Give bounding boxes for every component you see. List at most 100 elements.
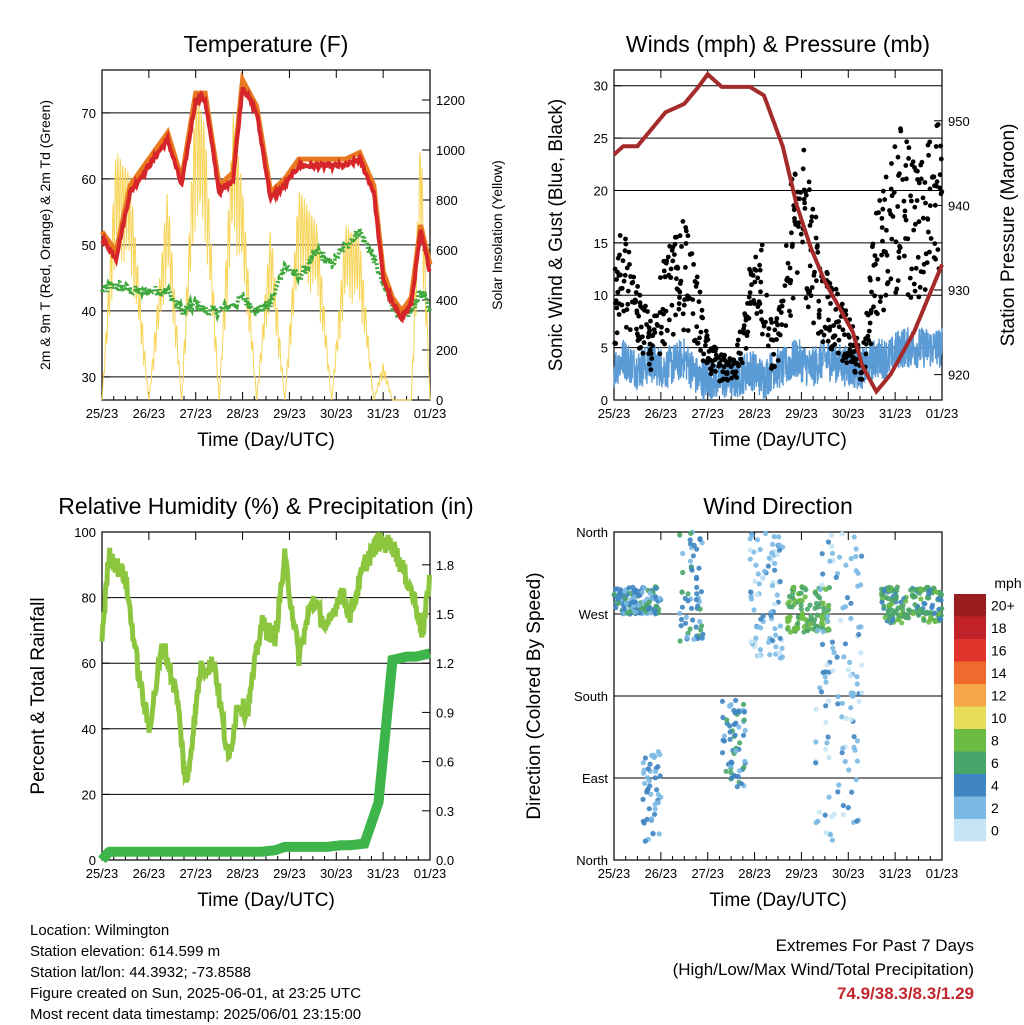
gust-point xyxy=(875,311,880,317)
direction-point xyxy=(912,602,918,608)
direction-point xyxy=(849,692,855,698)
gust-point xyxy=(757,301,763,307)
direction-point xyxy=(882,614,888,620)
direction-point xyxy=(698,627,704,633)
gust-point xyxy=(626,249,632,255)
gust-point xyxy=(902,213,908,219)
direction-point xyxy=(859,553,865,559)
winds-xtick-label: 26/23 xyxy=(645,406,678,421)
direction-point xyxy=(776,547,783,553)
direction-point xyxy=(654,787,660,793)
gust-point xyxy=(665,254,671,260)
gust-point xyxy=(672,252,677,257)
winds-ytick-label: 20 xyxy=(594,183,608,198)
direction-point xyxy=(921,617,927,624)
direction-point xyxy=(647,761,653,767)
direction-point xyxy=(687,626,693,632)
gust-point xyxy=(919,159,925,165)
direction-point xyxy=(789,604,795,610)
gust-point xyxy=(617,233,623,238)
direction-point xyxy=(642,838,648,844)
direction-point xyxy=(677,638,683,644)
gust-point xyxy=(810,206,816,212)
gust-point xyxy=(703,328,709,334)
direction-point xyxy=(760,575,766,581)
gust-point xyxy=(619,285,625,291)
direction-point xyxy=(854,818,860,824)
gust-point xyxy=(932,241,938,247)
gust-point xyxy=(726,359,732,365)
direction-point xyxy=(820,571,826,577)
gust-point xyxy=(775,358,781,363)
temperature-xtick-label: 28/23 xyxy=(226,406,259,421)
direction-point xyxy=(734,784,740,790)
direction-point xyxy=(819,641,826,648)
direction-point xyxy=(720,714,726,721)
gust-point xyxy=(933,144,939,149)
temperature-ytick-right-label: 800 xyxy=(436,193,458,208)
gust-point xyxy=(775,322,780,328)
direction-point xyxy=(751,549,757,555)
direction-point xyxy=(819,617,826,623)
direction-point xyxy=(772,560,778,567)
gust-point xyxy=(913,221,918,227)
gust-point xyxy=(825,338,831,344)
total-precipitation-line xyxy=(98,648,432,864)
gust-point xyxy=(645,309,650,314)
gust-point xyxy=(640,350,646,356)
direction-point xyxy=(890,597,896,603)
direction-point xyxy=(842,758,848,765)
winds-ylabel-right: Station Pressure (Maroon) xyxy=(998,124,1019,347)
direction-point xyxy=(818,689,825,695)
direction-point xyxy=(747,536,753,542)
gust-point xyxy=(922,180,928,185)
gust-point xyxy=(859,377,865,382)
humidity-ytick-label: 40 xyxy=(82,722,96,737)
direction-point xyxy=(843,715,849,722)
created-text: Figure created on Sun, 2025-06-01, at 23… xyxy=(30,985,362,1002)
gust-point xyxy=(657,351,663,357)
direction-point xyxy=(858,650,864,656)
gust-point xyxy=(765,332,771,338)
gust-point xyxy=(658,275,663,280)
direction-point xyxy=(656,831,662,837)
direction-point xyxy=(799,598,805,604)
direction-point xyxy=(820,629,826,635)
gust-point xyxy=(739,360,745,366)
gust-point xyxy=(912,288,918,294)
gust-point xyxy=(801,147,807,153)
direction-point xyxy=(814,627,821,634)
temperature-ylabel-left: 2m & 9m T (Red, Orange) & 2m Td (Green) xyxy=(37,100,53,370)
gust-point xyxy=(811,320,816,326)
speed-legend-swatch xyxy=(954,616,986,639)
gust-point xyxy=(649,356,655,361)
gust-point xyxy=(757,262,762,268)
direction-point xyxy=(839,714,845,720)
gust-point xyxy=(796,220,802,226)
direction-point xyxy=(847,659,853,666)
direction-point xyxy=(640,760,646,766)
gust-point xyxy=(906,156,911,161)
gust-point xyxy=(890,214,896,219)
winds-xtick-label: 01/23 xyxy=(926,406,959,421)
direction-point xyxy=(655,749,661,755)
gust-point xyxy=(664,258,669,264)
direction-point xyxy=(696,565,702,571)
direction-point xyxy=(826,755,832,761)
gust-point xyxy=(821,332,827,338)
direction-point xyxy=(844,595,851,601)
gust-point xyxy=(627,262,632,267)
direction-point xyxy=(766,639,772,645)
direction-point xyxy=(847,673,853,679)
direction-point xyxy=(678,623,684,629)
speed-legend: mph 0 2 4 6 8 10 12 14 16 18 20+ xyxy=(954,575,1022,842)
direction-point xyxy=(854,758,861,764)
gust-point xyxy=(616,312,622,317)
direction-point xyxy=(748,593,754,600)
gust-point xyxy=(803,295,809,301)
direction-point xyxy=(742,727,748,734)
direction-point xyxy=(790,584,796,591)
direction-point xyxy=(840,802,846,809)
speed-legend-label: 18 xyxy=(991,620,1007,636)
